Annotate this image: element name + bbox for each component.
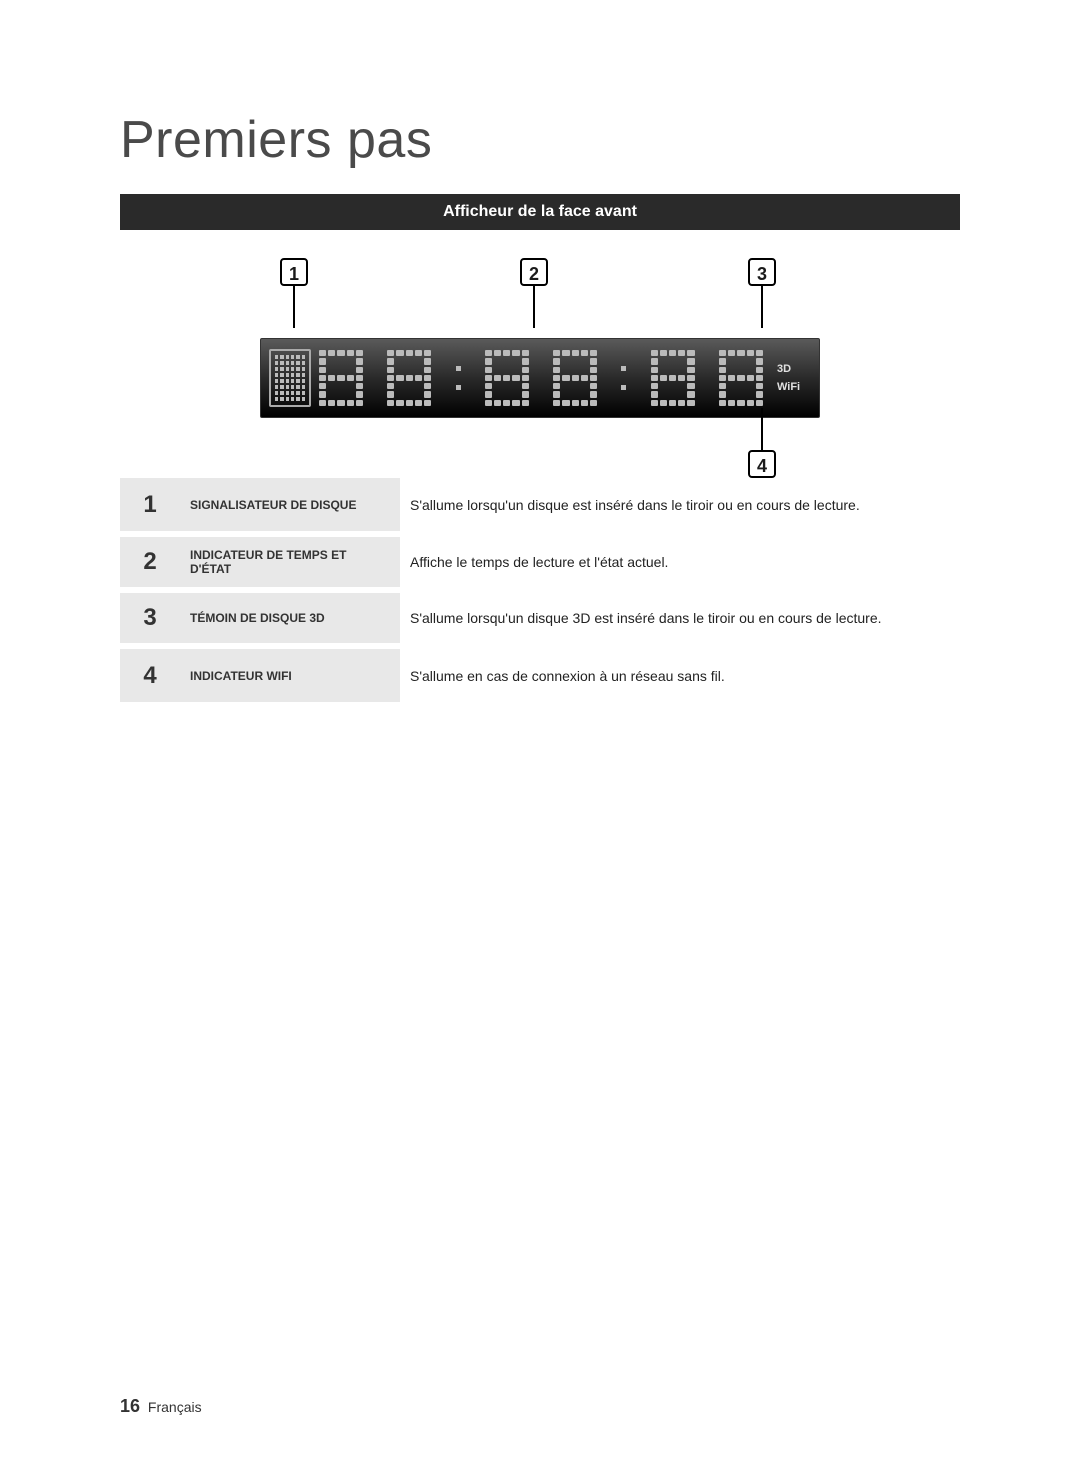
page-title: Premiers pas [120,110,960,170]
def-description: Affiche le temps de lecture et l'état ac… [400,534,960,590]
table-row: 3TÉMOIN DE DISQUE 3DS'allume lorsqu'un d… [120,590,960,646]
page-number: 16 [120,1396,140,1416]
label-wifi: WiFi [777,381,800,393]
table-row: 1SIGNALISATEUR DE DISQUES'allume lorsqu'… [120,478,960,534]
table-row: 4INDICATEUR WIFIS'allume en cas de conne… [120,646,960,702]
side-labels: 3D WiFi [771,363,811,393]
def-description: S'allume lorsqu'un disque est inséré dan… [400,478,960,534]
def-name: SIGNALISATEUR DE DISQUE [180,478,400,534]
callout-1-lead [293,286,295,328]
def-description: S'allume en cas de connexion à un réseau… [400,646,960,702]
digit [651,350,695,406]
manual-page: Premiers pas Afficheur de la face avant … [0,0,1080,1477]
label-3d: 3D [777,363,791,375]
def-description: S'allume lorsqu'un disque 3D est inséré … [400,590,960,646]
callout-4: 4 [748,450,776,478]
callout-2: 2 [520,258,548,286]
colon [456,350,461,406]
callout-3-lead [761,286,763,328]
def-number: 2 [120,534,180,590]
def-name: INDICATEUR WIFI [180,646,400,702]
time-state-display [311,350,771,406]
section-heading-bar: Afficheur de la face avant [120,194,960,230]
page-language: Français [148,1399,202,1415]
colon [621,350,626,406]
page-footer: 16 Français [120,1396,202,1417]
def-number: 4 [120,646,180,702]
digit [485,350,529,406]
def-name: INDICATEUR DE TEMPS ET D'ÉTAT [180,534,400,590]
callout-2-lead [533,286,535,328]
callout-4-lead [761,408,763,450]
definitions-table: 1SIGNALISATEUR DE DISQUES'allume lorsqu'… [120,478,960,702]
display-panel: 3D WiFi [260,338,820,418]
def-name: TÉMOIN DE DISQUE 3D [180,590,400,646]
def-number: 3 [120,590,180,646]
table-row: 2INDICATEUR DE TEMPS ET D'ÉTATAffiche le… [120,534,960,590]
digit [319,350,363,406]
disc-indicator [269,349,311,407]
callout-3: 3 [748,258,776,286]
digit [553,350,597,406]
callout-1: 1 [280,258,308,286]
front-panel-diagram: 1 2 3 3D WiFi 4 [260,258,820,418]
def-number: 1 [120,478,180,534]
digit [719,350,763,406]
digit [387,350,431,406]
